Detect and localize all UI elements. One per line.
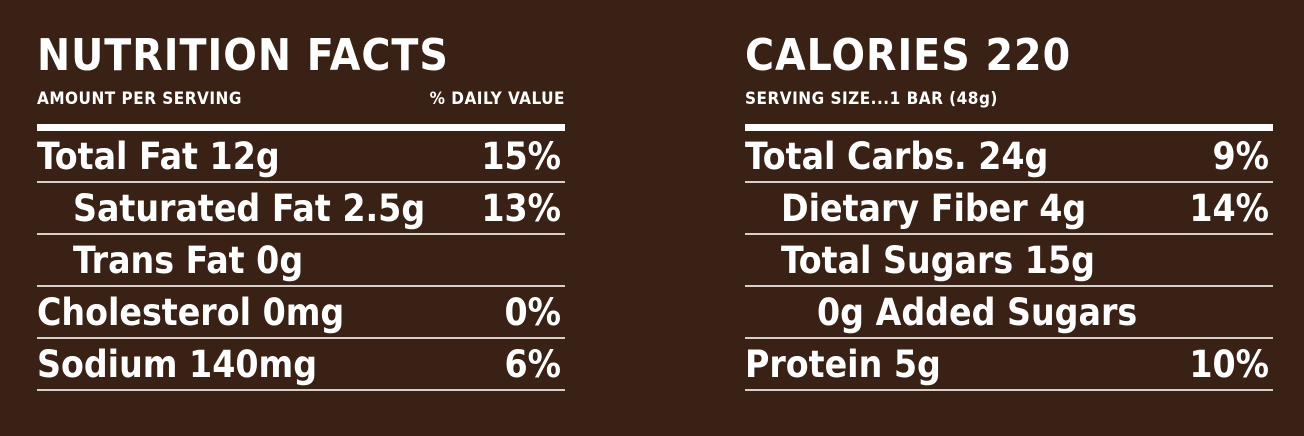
nutrient-row-total-carbs: Total Carbs. 24g 9%	[745, 131, 1273, 183]
nutrient-row-total-sugars: Total Sugars 15g	[745, 235, 1273, 287]
nutrition-facts-panel: NUTRITION FACTS AMOUNT PER SERVING % DAI…	[37, 30, 565, 391]
nutrient-label: Saturated Fat 2.5g	[73, 186, 426, 230]
nutrient-percent: 14%	[1189, 186, 1269, 230]
daily-value-label: % DAILY VALUE	[429, 89, 565, 109]
nutrient-percent: 10%	[1189, 342, 1269, 386]
calories-title: CALORIES 220	[745, 30, 1072, 81]
nutrient-label: Total Carbs. 24g	[745, 134, 1049, 178]
nutrient-percent: 6%	[504, 342, 561, 386]
nutrient-row-saturated-fat: Saturated Fat 2.5g 13%	[37, 183, 565, 235]
nutrient-label: Cholesterol 0mg	[37, 290, 345, 334]
nutrient-label: Dietary Fiber 4g	[781, 186, 1087, 230]
amount-per-serving-label: AMOUNT PER SERVING	[37, 89, 242, 109]
nutrient-percent: 15%	[481, 134, 561, 178]
nutrient-label: Total Sugars 15g	[781, 238, 1095, 282]
nutrient-row-added-sugars: 0g Added Sugars	[745, 287, 1273, 339]
right-subheader: SERVING SIZE...1 BAR (48g)	[745, 88, 1273, 110]
nutrient-label: Total Fat 12g	[37, 134, 280, 178]
nutrient-label: 0g Added Sugars	[817, 290, 1138, 334]
nutrient-label: Sodium 140mg	[37, 342, 318, 386]
nutrient-row-dietary-fiber: Dietary Fiber 4g 14%	[745, 183, 1273, 235]
nutrient-row-protein: Protein 5g 10%	[745, 339, 1273, 391]
calories-panel: CALORIES 220 SERVING SIZE...1 BAR (48g) …	[745, 30, 1273, 391]
thick-divider	[37, 124, 565, 131]
nutrient-row-total-fat: Total Fat 12g 15%	[37, 131, 565, 183]
nutrient-row-cholesterol: Cholesterol 0mg 0%	[37, 287, 565, 339]
serving-size-label: SERVING SIZE...1 BAR (48g)	[745, 89, 998, 109]
nutrient-percent: 13%	[481, 186, 561, 230]
nutrient-row-trans-fat: Trans Fat 0g	[37, 235, 565, 287]
nutrient-percent: 0%	[504, 290, 561, 334]
nutrient-label: Trans Fat 0g	[73, 238, 304, 282]
left-subheader: AMOUNT PER SERVING % DAILY VALUE	[37, 88, 565, 110]
nutrient-row-sodium: Sodium 140mg 6%	[37, 339, 565, 391]
thick-divider	[745, 124, 1273, 131]
nutrient-percent: 9%	[1212, 134, 1269, 178]
nutrition-facts-title: NUTRITION FACTS	[37, 30, 449, 81]
nutrient-label: Protein 5g	[745, 342, 941, 386]
